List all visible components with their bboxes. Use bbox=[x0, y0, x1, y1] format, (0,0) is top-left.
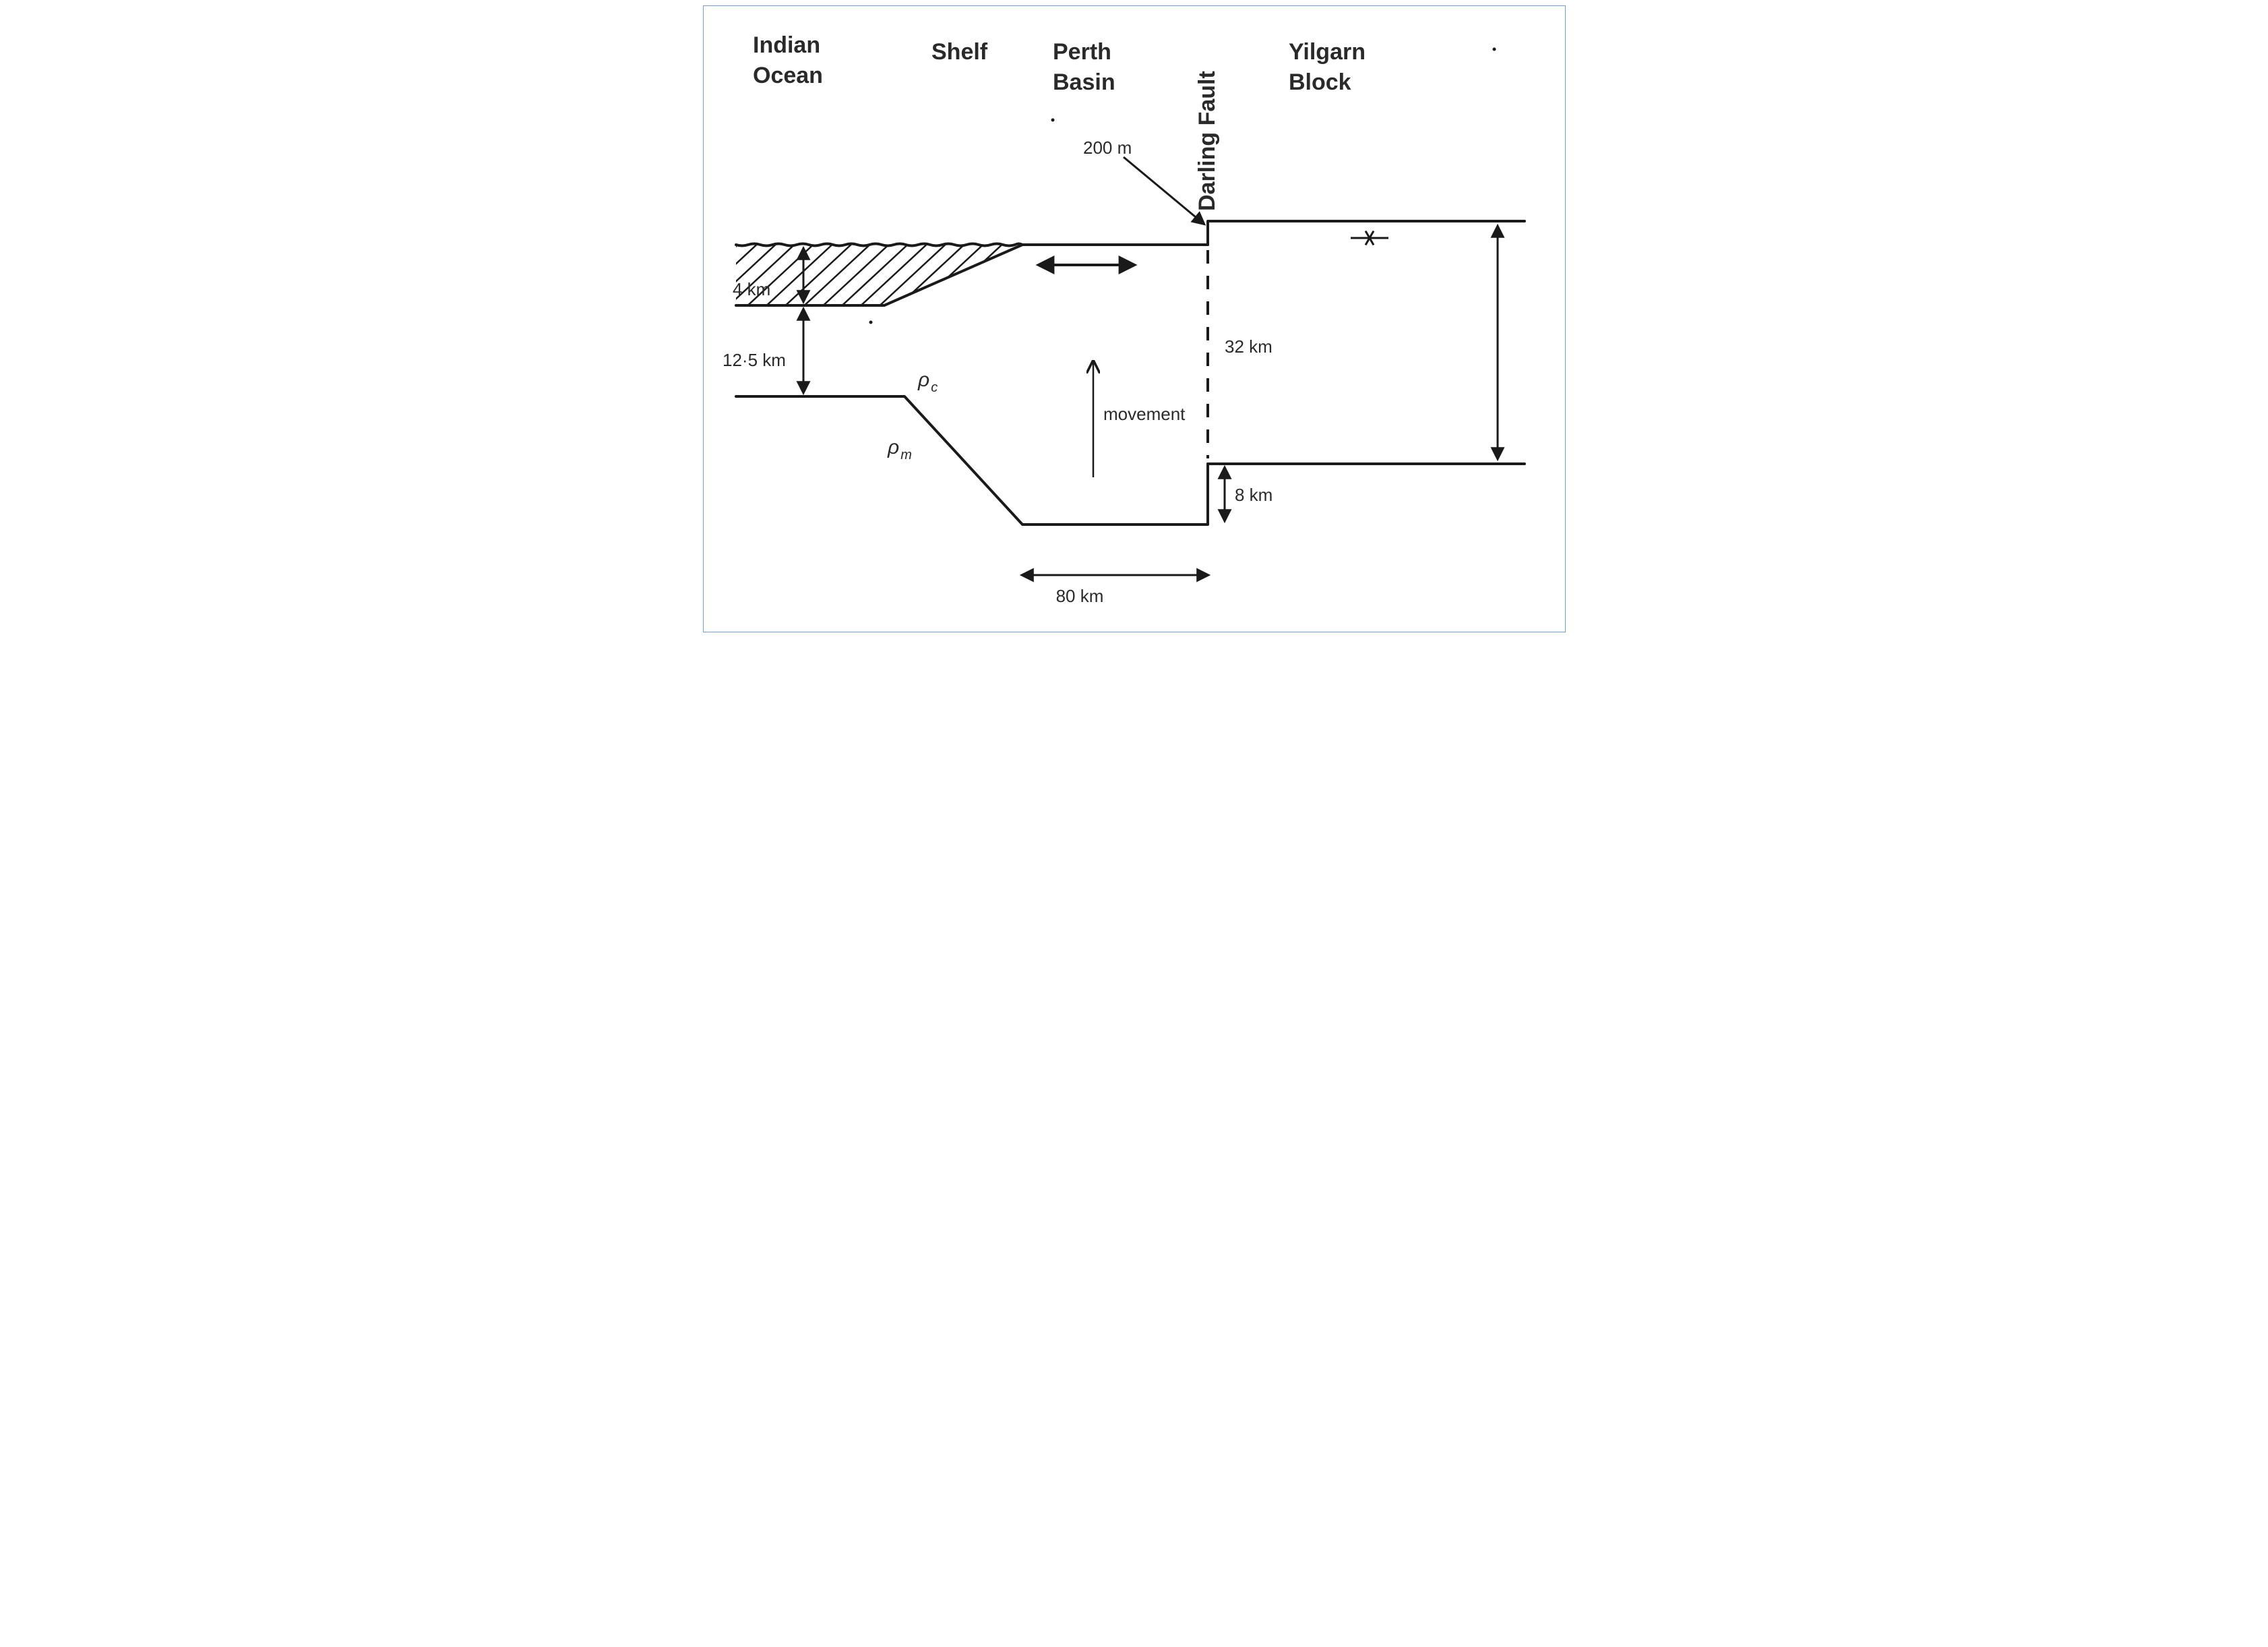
label-indian: Indian bbox=[753, 32, 820, 58]
label-80km: 80 km bbox=[1055, 586, 1103, 606]
label-darling-fault: Darling Fault bbox=[1194, 71, 1220, 211]
deco-dot bbox=[1051, 119, 1054, 122]
label-basin: Basin bbox=[1053, 69, 1115, 95]
deco-dot bbox=[1492, 48, 1496, 51]
label-rho-c: ρc bbox=[917, 369, 938, 395]
label-block: Block bbox=[1289, 69, 1351, 95]
label-12p5km: 12·5 km bbox=[723, 350, 786, 370]
diagram-frame: Indian Ocean Shelf Perth Basin Yilgarn B… bbox=[703, 5, 1566, 632]
label-4km: 4 km bbox=[733, 279, 770, 299]
label-ocean: Ocean bbox=[753, 63, 823, 88]
label-8km: 8 km bbox=[1235, 485, 1273, 505]
structure-lines bbox=[736, 221, 1525, 525]
label-rho-m: ρm bbox=[887, 436, 912, 462]
label-perth: Perth bbox=[1053, 39, 1111, 65]
label-200m: 200 m bbox=[1083, 138, 1132, 158]
label-movement: movement bbox=[1103, 404, 1186, 424]
label-shelf: Shelf bbox=[931, 39, 988, 65]
cross-section-diagram: Indian Ocean Shelf Perth Basin Yilgarn B… bbox=[716, 16, 1552, 622]
label-yilgarn: Yilgarn bbox=[1289, 39, 1366, 65]
label-32km: 32 km bbox=[1225, 336, 1273, 357]
block-marker-star bbox=[1351, 231, 1388, 245]
deco-dot bbox=[869, 321, 872, 324]
